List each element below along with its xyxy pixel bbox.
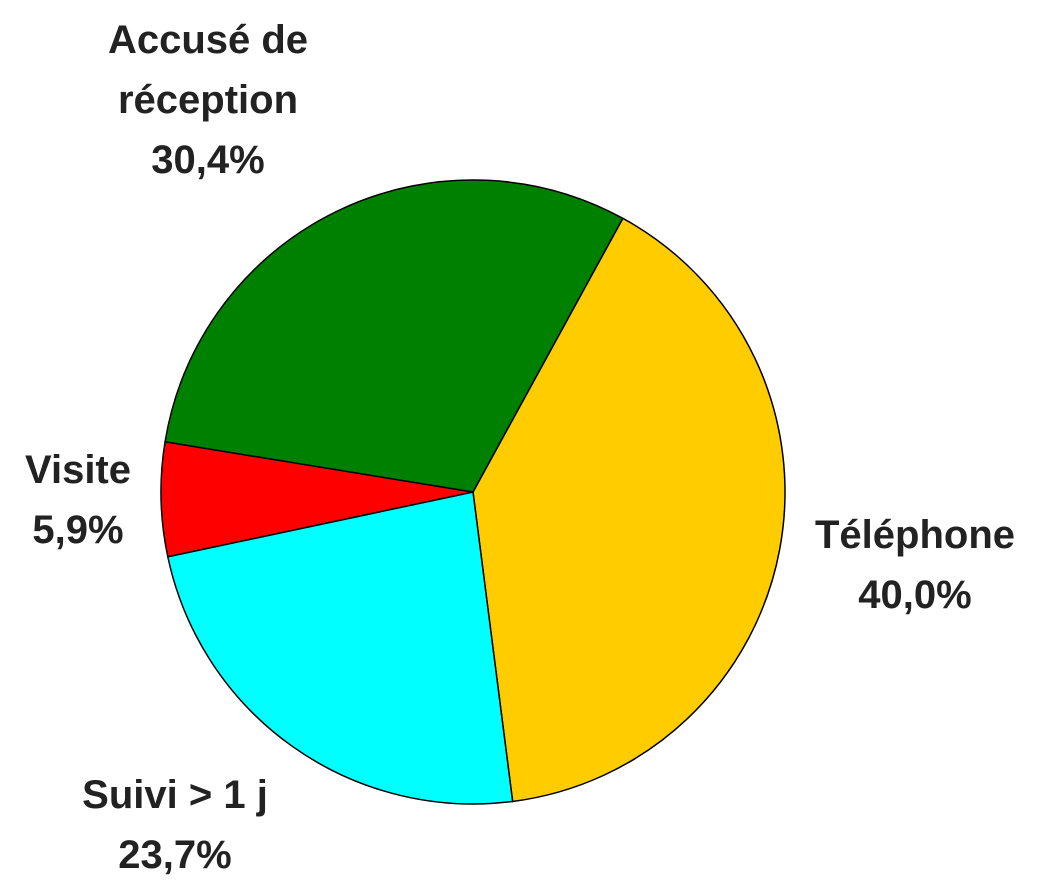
pie-slice bbox=[472, 217, 786, 803]
slice-label: Visite bbox=[25, 448, 131, 492]
slice-value-label: 5,9% bbox=[32, 508, 124, 552]
slice-value-label: 23,7% bbox=[118, 833, 232, 877]
slice-value-label: 30,4% bbox=[151, 138, 265, 182]
pie-slice bbox=[164, 179, 624, 493]
slice-value-label: 40,0% bbox=[858, 573, 972, 617]
slice-label: Suivi > 1 j bbox=[82, 773, 268, 817]
pie-slice bbox=[167, 491, 514, 805]
slice-label: Téléphone bbox=[814, 513, 1016, 557]
slice-label: Accusé de réception bbox=[107, 18, 309, 122]
